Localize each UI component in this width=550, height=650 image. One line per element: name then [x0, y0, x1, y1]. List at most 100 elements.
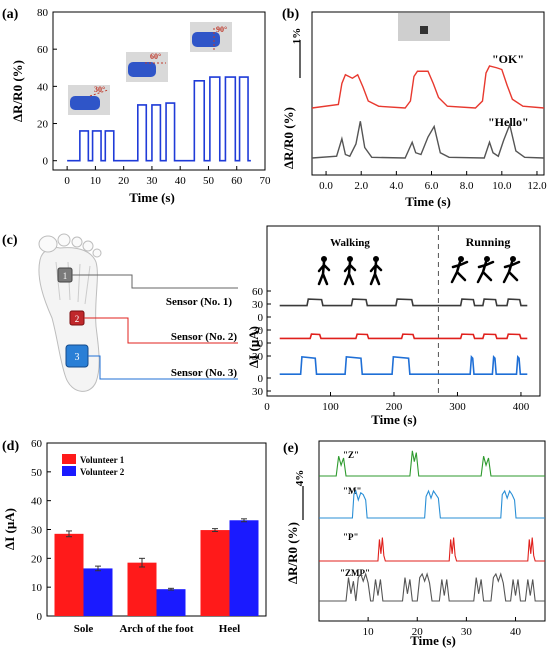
panel-d-chart: 0 10 20 30 40 50 60 Sole Arch of the foot Heel Vo… — [2, 438, 267, 635]
panel-d-axes: 0 10 20 30 40 50 60 Sole Arch of the foot Heel — [31, 438, 240, 635]
category-label: Heel — [219, 623, 240, 635]
photo-hand-60: 60° — [126, 52, 168, 82]
bar-volunteer-2 — [83, 568, 113, 616]
panel-label-d: (d) — [2, 439, 19, 454]
x-tick-label: 30 — [146, 175, 158, 187]
series-line-z — [319, 450, 545, 477]
series-line-sensor-2 — [279, 333, 528, 340]
panel-c-frame — [266, 225, 541, 397]
panel-label-a: (a) — [2, 7, 19, 22]
x-tick-label: 30 — [461, 626, 473, 638]
panel-a-xlabel: Time (s) — [129, 190, 175, 205]
series-line-sensor-1 — [279, 298, 528, 307]
angle-30-label: 30° — [94, 85, 105, 94]
y-tick-label: 0 — [37, 611, 43, 623]
toe-5 — [92, 248, 102, 258]
panel-e-xlabel: Time (s) — [410, 633, 456, 648]
y-tick-label: 0 — [258, 373, 264, 385]
series-label-z: "Z" — [343, 450, 359, 460]
series-line-zmp — [319, 572, 545, 602]
series-label-m: "M" — [343, 486, 362, 496]
panel-a-frame — [52, 11, 266, 171]
category-label: Arch of the foot — [119, 623, 193, 635]
x-tick-label: 20 — [118, 175, 130, 187]
sensor-2-label: Sensor (No. 2) — [171, 331, 237, 343]
toe-3 — [71, 236, 83, 248]
series-label-ok: "OK" — [492, 52, 524, 66]
panel-label-c: (c) — [2, 233, 18, 248]
sensor-1-label: Sensor (No. 1) — [166, 296, 232, 308]
angle-90-label: 90° — [216, 25, 227, 34]
region-running-label: Running — [466, 235, 511, 249]
category-label: Sole — [74, 623, 94, 635]
toe-2 — [57, 233, 71, 247]
x-tick-label: 70 — [260, 175, 272, 187]
x-tick-label: 0.0 — [319, 180, 333, 192]
bar-volunteer-2 — [156, 589, 186, 616]
x-tick-label: 300 — [449, 401, 466, 413]
panel-a-axes: 0 10 20 30 40 50 60 70 0 20 40 60 80 — [37, 7, 271, 187]
series-label-hello: "Hello" — [488, 115, 529, 129]
x-tick-label: 4.0 — [389, 180, 403, 192]
x-tick-label: 10 — [90, 175, 102, 187]
y-tick-label: 40 — [31, 496, 43, 508]
running-figures — [450, 256, 521, 284]
y-tick-label: 20 — [37, 119, 49, 131]
panel-b-chart: 0.0 2.0 4.0 6.0 8.0 10.0 12.0 1% ΔR/R0 (%) "OK… — [281, 11, 547, 209]
y-tick-label: 40 — [37, 81, 49, 93]
panel-label-b: (b) — [282, 7, 299, 22]
panel-e-chart: 10 20 30 40 4% ΔR/R0 (%) "Z" "M" "P" "ZMP" … — [285, 440, 546, 648]
x-tick-label: 10.0 — [492, 180, 512, 192]
panel-b-scalebar-label: 1% — [291, 28, 303, 45]
panel-d-bars — [54, 518, 259, 616]
legend-swatch-volunteer-2 — [62, 466, 76, 476]
panel-a-ylabel: ΔR/R0 (%) — [10, 60, 25, 122]
x-tick-label: 20 — [412, 626, 424, 638]
x-tick-label: 8.0 — [460, 180, 474, 192]
panel-e-scalebar-label: 4% — [294, 470, 306, 487]
x-tick-label: 40 — [510, 626, 522, 638]
y-tick-label: 50 — [31, 467, 43, 479]
panel-label-e: (e) — [283, 441, 299, 456]
sensor-3-number: 3 — [75, 352, 80, 363]
y-tick-label: 0 — [258, 338, 264, 350]
panel-b-ylabel: ΔR/R0 (%) — [281, 107, 296, 169]
y-tick-label: 80 — [37, 7, 49, 19]
sensor-3-label: Sensor (No. 3) — [171, 367, 237, 379]
y-tick-label: 60 — [31, 438, 43, 450]
x-tick-label: 60 — [231, 175, 243, 187]
walker-icon — [343, 256, 357, 286]
bar-volunteer-1 — [54, 533, 84, 616]
y-tick-label: 10 — [31, 582, 43, 594]
panel-e-ylabel: ΔR/R0 (%) — [285, 522, 300, 584]
y-tick-label: 30 — [252, 386, 264, 398]
series-label-p: "P" — [343, 532, 359, 542]
y-tick-label: 30 — [252, 325, 264, 337]
metatarsal-3 — [77, 263, 81, 303]
x-tick-label: 400 — [513, 401, 530, 413]
panel-d-ylabel: ΔI (μA) — [2, 508, 17, 550]
region-walking-label: Walking — [330, 237, 370, 249]
photo-hand-90: 90° — [190, 22, 232, 52]
bar-volunteer-1 — [127, 562, 157, 616]
y-tick-label: 0 — [258, 312, 264, 324]
sensor-2-leader — [84, 317, 238, 344]
x-tick-label: 100 — [322, 401, 339, 413]
y-tick-label: 60 — [37, 44, 49, 56]
y-tick-label: 30 — [252, 351, 264, 363]
panel-e-axes: 10 20 30 40 — [363, 617, 522, 638]
bar-volunteer-1 — [200, 530, 230, 616]
series-label-zmp: "ZMP" — [340, 568, 370, 578]
sensor-3-leader — [88, 355, 238, 380]
series-line-ok — [311, 65, 545, 109]
x-tick-label: 0 — [264, 401, 270, 413]
walker-icon — [317, 256, 331, 286]
series-line-bending — [67, 76, 251, 162]
panel-b-frame — [311, 11, 545, 176]
walker-icon — [369, 256, 383, 286]
y-tick-label: 30 — [31, 525, 43, 537]
y-tick-label: 60 — [252, 286, 264, 298]
series-line-sensor-3 — [279, 354, 528, 376]
